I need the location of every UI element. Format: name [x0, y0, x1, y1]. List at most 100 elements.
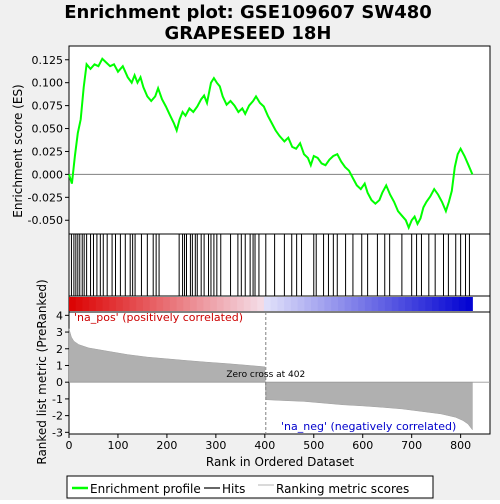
colorbar-segment — [351, 297, 359, 311]
hits-panel — [68, 233, 491, 297]
ranked-y-ticks: -3 -2 -1 0 1 2 3 4 — [52, 309, 69, 439]
legend-enrichment-label: Enrichment profile — [90, 482, 201, 496]
colorbar-segment — [75, 297, 83, 311]
ranked-metric-group — [68, 312, 490, 434]
colorbar-segment — [465, 297, 473, 311]
colorbar-segment — [391, 297, 399, 311]
es-ytick-label: 0.075 — [32, 100, 64, 113]
es-ytick-label: -0.025 — [28, 191, 63, 204]
colorbar-segment — [297, 297, 305, 311]
colorbar-segment — [230, 297, 238, 311]
xtick-label: 200 — [156, 439, 177, 452]
colorbar-segment — [344, 297, 352, 311]
xtick-label: 100 — [107, 439, 128, 452]
colorbar-segment — [216, 297, 225, 311]
colorbar-segment — [116, 297, 124, 311]
chart-title-line1: Enrichment plot: GSE109607 SW480 — [64, 2, 432, 23]
colorbar-segment — [237, 297, 245, 311]
colorbar-segment — [183, 297, 191, 311]
ranked-ytick-label: 4 — [56, 309, 63, 322]
colorbar-segment — [257, 297, 265, 311]
colorbar-segment — [109, 297, 117, 311]
xtick-label: 500 — [303, 439, 324, 452]
colorbar-segment — [89, 297, 97, 311]
xtick-label: 300 — [205, 439, 226, 452]
es-ytick-label: 0.050 — [32, 123, 64, 136]
ranked-ytick-label: 0 — [56, 376, 63, 389]
enrichment-profile-line — [68, 57, 474, 231]
colorbar-segment — [284, 297, 292, 311]
colorbar-segment — [136, 297, 144, 311]
colorbar-segment — [270, 297, 278, 311]
ranked-ytick-label: 1 — [56, 359, 63, 372]
colorbar-segment — [331, 297, 339, 311]
xtick-label: 600 — [352, 439, 373, 452]
es-y-ticks: -0.050 -0.025 0.000 0.025 0.050 0.075 0.100 0.1… — [28, 54, 69, 227]
colorbar-segment — [69, 297, 77, 311]
legend-box — [66, 475, 434, 499]
ranked-ytick-label: -1 — [52, 393, 63, 406]
colorbar-segment — [384, 297, 393, 311]
es-curve-group — [68, 57, 474, 231]
colorbar-segment — [82, 297, 90, 311]
es-panel — [68, 45, 491, 235]
colorbar-segment — [378, 297, 386, 311]
es-ytick-label: 0.125 — [32, 54, 64, 67]
colorbar-segment — [337, 297, 346, 311]
colorbar-segment — [196, 297, 204, 311]
chart-title-line2: GRAPESEED 18H — [165, 23, 332, 44]
legend-ranking-label: Ranking metric scores — [276, 482, 409, 496]
colorbar-segment — [223, 297, 231, 311]
ranked-ytick-label: -2 — [52, 410, 63, 423]
es-ytick-label: -0.050 — [28, 214, 63, 227]
colorbar-segment — [142, 297, 151, 311]
es-ytick-label: 0.100 — [32, 77, 64, 90]
xtick-label: 0 — [66, 439, 73, 452]
colorbar-segment — [122, 297, 131, 311]
colorbar-segment — [210, 297, 218, 311]
ranked-ytick-label: 2 — [56, 343, 63, 356]
colorbar-segment — [432, 297, 440, 311]
colorbar-segment — [452, 297, 460, 311]
colorbar-segment — [411, 297, 420, 311]
colorbar-segment — [425, 297, 433, 311]
legend-hits-label: Hits — [222, 482, 245, 496]
neg-label: 'na_neg' (negatively correlated) — [281, 420, 456, 433]
rank-colorbar — [69, 297, 473, 311]
ranked-ylabel: Ranked list metric (PreRanked) — [35, 279, 49, 464]
xtick-label: 800 — [450, 439, 471, 452]
colorbar-segment — [102, 297, 110, 311]
colorbar-segment — [311, 297, 319, 311]
colorbar-segment — [317, 297, 325, 311]
colorbar-segment — [149, 297, 157, 311]
colorbar-segment — [163, 297, 171, 311]
zero-cross-label: Zero cross at 402 — [226, 370, 305, 380]
colorbar-segment — [95, 297, 104, 311]
colorbar-segment — [304, 297, 312, 311]
colorbar-segment — [438, 297, 446, 311]
colorbar-segment — [290, 297, 299, 311]
colorbar-segment — [243, 297, 252, 311]
colorbar-segment — [458, 297, 467, 311]
es-ytick-label: 0.025 — [32, 145, 64, 158]
es-ylabel: Enrichment score (ES) — [11, 84, 25, 217]
colorbar-segment — [371, 297, 379, 311]
colorbar-segment — [250, 297, 258, 311]
colorbar-segment — [129, 297, 137, 311]
colorbar-segment — [263, 297, 272, 311]
colorbar-segment — [277, 297, 285, 311]
colorbar-segment — [156, 297, 164, 311]
es-ytick-label: 0.000 — [32, 168, 64, 181]
pos-label: 'na_pos' (positively correlated) — [74, 311, 243, 324]
colorbar-segment — [364, 297, 373, 311]
xtick-label: 700 — [401, 439, 422, 452]
xtick-label: 400 — [254, 439, 275, 452]
colorbar-segment — [445, 297, 453, 311]
colorbar-segment — [203, 297, 211, 311]
colorbar-segment — [405, 297, 413, 311]
colorbar-segment — [324, 297, 332, 311]
colorbar-segment — [358, 297, 366, 311]
colorbar-segment — [169, 297, 178, 311]
